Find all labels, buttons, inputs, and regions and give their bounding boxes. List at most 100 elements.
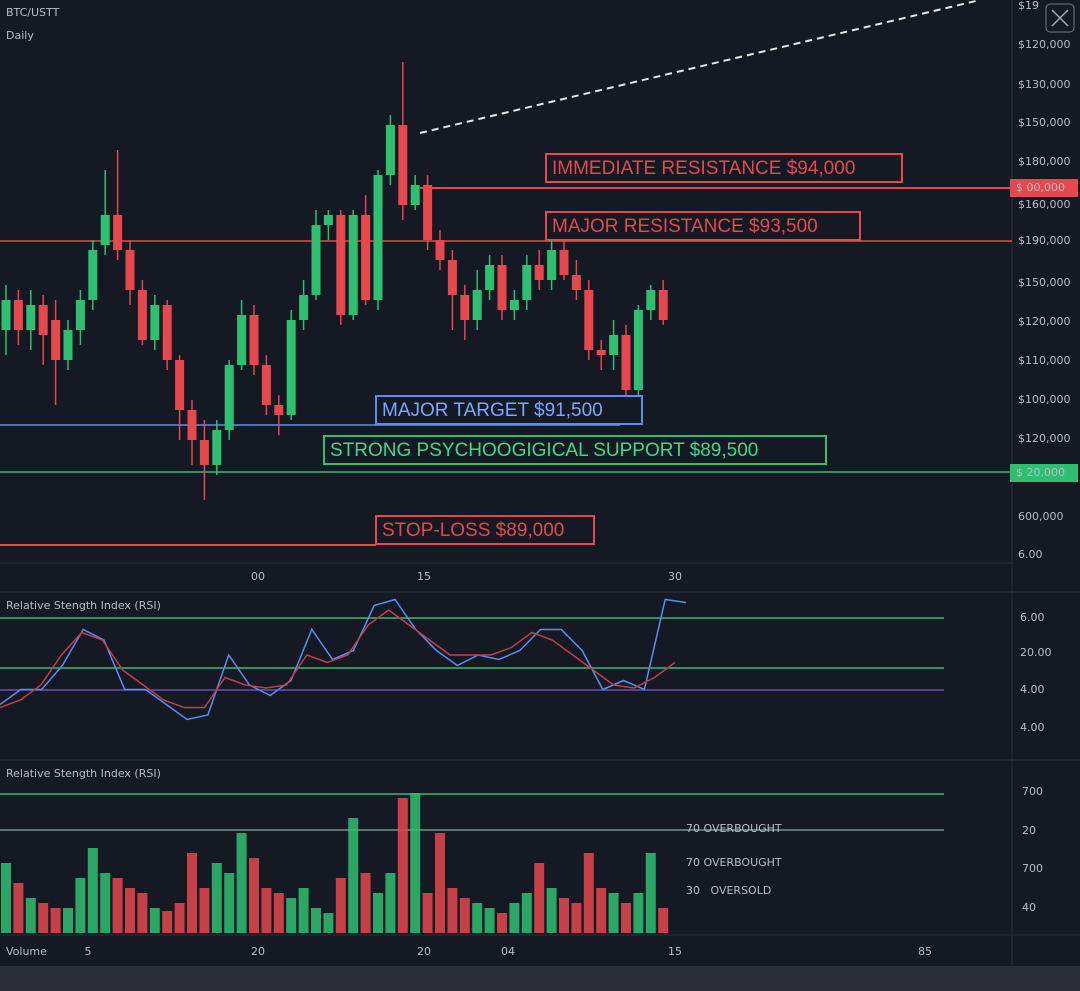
candle-body <box>472 290 482 320</box>
candle-body <box>311 225 321 295</box>
volume-bar <box>137 893 148 933</box>
candle-body <box>410 185 420 205</box>
volume-bar <box>125 888 135 933</box>
volume-bar <box>25 898 36 933</box>
candle-body <box>1 300 11 330</box>
x-tick-label: 20 <box>417 945 431 958</box>
candle-body <box>658 290 668 320</box>
volume-bar <box>224 873 235 933</box>
rsi-label: 4.00 <box>1020 721 1045 734</box>
volume-bar <box>236 833 247 933</box>
price-badge-label: $ 20,000 <box>1016 466 1065 479</box>
volume-bar <box>249 858 259 933</box>
volume-bar <box>211 863 222 933</box>
x-tick-label: 00 <box>251 570 265 583</box>
volume-bar <box>273 893 284 933</box>
volume-bar <box>13 883 24 933</box>
volume-bar <box>311 908 321 933</box>
candle-body <box>509 300 519 310</box>
candle-body <box>435 240 445 260</box>
candle-body <box>199 440 209 465</box>
price-label: $160,000 <box>1018 198 1071 211</box>
annotation: STRONG PSYCHOOGIGICAL SUPPORT $89,500 <box>330 440 758 461</box>
price-label: $19 <box>1018 0 1039 12</box>
candle-body <box>113 215 123 250</box>
candle-body <box>274 405 284 415</box>
candle-body <box>423 185 433 240</box>
candle-body <box>249 315 259 365</box>
candle-body <box>336 215 346 315</box>
volume-bar <box>1 863 11 933</box>
volume-label: 700 <box>1022 785 1043 798</box>
candle-body <box>584 290 594 350</box>
volume-bar <box>174 903 185 933</box>
price-badge <box>1010 464 1078 482</box>
volume-bar <box>596 888 607 933</box>
candle-body <box>137 290 147 340</box>
volume-bar <box>583 853 594 933</box>
rsi-label: 6.00 <box>1020 611 1045 624</box>
candle-body <box>348 215 358 315</box>
candle-body <box>398 125 408 205</box>
candle-body <box>38 305 48 335</box>
annotation-box <box>545 211 861 241</box>
candle-body <box>125 250 135 290</box>
bottom-bar <box>0 966 1080 991</box>
level-note: 70 OVERBOUGHT <box>686 822 782 835</box>
candle-body <box>261 365 271 405</box>
volume-bar <box>298 888 309 933</box>
candle-body <box>485 265 495 290</box>
volume-bar <box>87 848 98 933</box>
symbol: BTC/USTT <box>6 6 60 19</box>
candle-body <box>224 365 234 430</box>
panel-title: Relative Stength Index (RSI) <box>6 599 161 612</box>
candle-body <box>75 300 85 330</box>
annotation-box <box>375 515 595 545</box>
candle-body <box>162 305 172 360</box>
candle-body <box>361 215 371 300</box>
volume-label: 20 <box>1022 824 1036 837</box>
volume-bar <box>435 833 445 933</box>
volume-bar <box>286 898 297 933</box>
candle-body <box>646 290 656 310</box>
volume-label: 700 <box>1022 862 1043 875</box>
volume-bar <box>335 878 346 933</box>
volume-bar <box>348 818 359 933</box>
volume-bar <box>546 888 557 933</box>
candle-body <box>237 315 247 365</box>
volume-bar <box>521 893 532 933</box>
candle-body <box>609 335 619 355</box>
candle-body <box>51 320 61 360</box>
volume-bar <box>484 908 495 933</box>
annotation-box <box>545 153 903 183</box>
volume-bar <box>100 873 111 933</box>
volume-bar <box>63 908 73 933</box>
close-button[interactable] <box>1045 3 1075 33</box>
price-label: $180,000 <box>1018 155 1071 168</box>
volume-bar <box>645 853 656 933</box>
price-label: $120,000 <box>1018 38 1071 51</box>
candle-body <box>596 350 606 355</box>
candle-body <box>447 260 457 295</box>
annotation-box <box>375 395 643 425</box>
volume-bar <box>459 898 470 933</box>
level-note: 30 OVERSOLD <box>686 884 771 897</box>
volume-bar <box>261 888 272 933</box>
annotation: IMMEDIATE RESISTANCE $94,000 <box>552 158 855 179</box>
level-note: 70 OVERBOUGHT <box>686 856 782 869</box>
candle-body <box>212 430 222 465</box>
x-tick-label: 04 <box>501 945 515 958</box>
candle-body <box>175 360 185 410</box>
annotations: IMMEDIATE RESISTANCE $94,000 MAJOR RESIS… <box>323 153 903 545</box>
annotation: STOP-LOSS $89,000 <box>382 520 564 541</box>
volume-bar <box>608 893 619 933</box>
volume-bar <box>50 908 61 933</box>
volume-bar <box>199 888 210 933</box>
candle-body <box>323 215 333 225</box>
volume-bar <box>373 893 383 933</box>
price-label: $190,000 <box>1018 234 1071 247</box>
rsi-label: 4.00 <box>1020 683 1045 696</box>
volume-bar <box>472 903 483 933</box>
